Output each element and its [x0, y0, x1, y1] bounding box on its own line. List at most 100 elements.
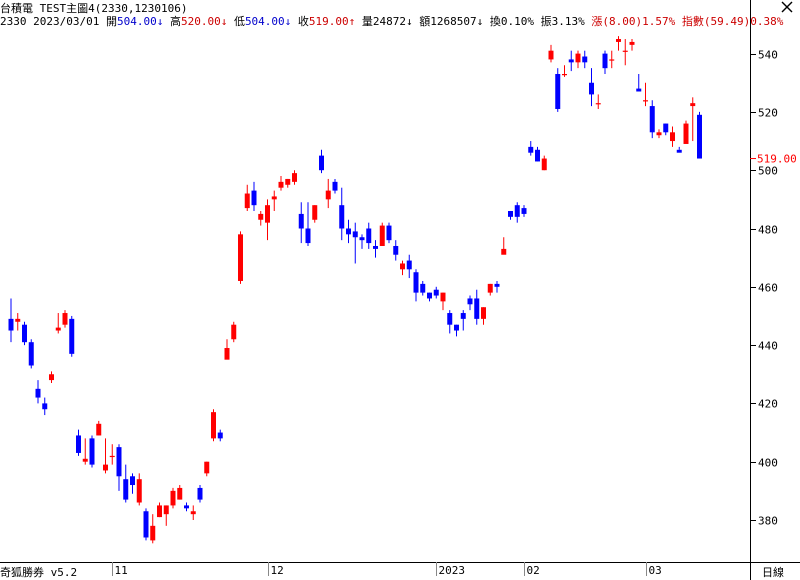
candle-body	[150, 525, 156, 541]
candle-body	[528, 146, 534, 153]
candle-body	[231, 324, 237, 340]
candle-body	[562, 74, 567, 76]
low-value: 504.00↓	[244, 15, 292, 28]
candle	[319, 149, 324, 174]
candle-body	[319, 155, 324, 171]
close-icon[interactable]	[780, 0, 794, 14]
x-tick-label: 02	[527, 564, 540, 577]
candle-body	[690, 103, 696, 107]
candle	[521, 205, 527, 217]
x-tick-label: 2023	[439, 564, 466, 577]
candle	[123, 464, 129, 503]
candle-body	[683, 123, 689, 144]
candle	[278, 176, 284, 191]
candle-body	[170, 490, 176, 506]
candle-body	[143, 511, 149, 538]
candle-body	[440, 292, 446, 302]
candle	[541, 155, 547, 171]
candle	[42, 397, 48, 416]
candle	[285, 178, 291, 188]
candle	[359, 234, 365, 249]
candle	[427, 292, 432, 302]
candle-body	[413, 272, 419, 293]
candle-body	[28, 342, 34, 366]
candle-body	[589, 82, 594, 95]
change-value: 漲(8.00)1.57%	[591, 15, 676, 28]
candle	[643, 82, 648, 107]
candle	[649, 100, 655, 139]
candle	[494, 280, 500, 293]
candle	[55, 313, 61, 334]
candle-body	[204, 461, 210, 474]
candle-body	[89, 438, 95, 465]
candle	[190, 505, 196, 520]
candle	[204, 461, 210, 477]
candle	[217, 429, 223, 442]
candle	[352, 222, 358, 264]
candle-body	[197, 487, 203, 500]
candle-body	[697, 114, 702, 159]
candle-body	[393, 245, 399, 255]
candle-body	[339, 205, 345, 229]
candle	[69, 315, 75, 357]
candle	[481, 307, 486, 325]
candle-body	[305, 228, 311, 244]
candle	[177, 485, 183, 500]
candle	[413, 269, 419, 302]
candle	[562, 65, 567, 77]
candle-body	[130, 476, 135, 486]
candle-body	[406, 260, 412, 270]
candle-body	[636, 88, 642, 92]
candle	[568, 50, 574, 72]
candle-body	[22, 324, 27, 343]
candle	[440, 292, 446, 311]
candle	[467, 295, 473, 311]
candle-body	[427, 292, 432, 299]
candle-body	[49, 374, 54, 381]
candle	[197, 485, 203, 503]
candle-body	[265, 205, 270, 223]
candle	[535, 146, 540, 162]
candle-body	[474, 298, 480, 319]
candle	[339, 187, 345, 241]
candle-body	[494, 283, 500, 287]
y-tick-label: 380	[758, 515, 778, 528]
candle	[22, 321, 27, 346]
candle	[332, 178, 338, 194]
candle-body	[251, 190, 257, 206]
low-label: 低	[233, 15, 245, 28]
candle	[420, 280, 426, 296]
period-label[interactable]: 日線	[762, 566, 784, 579]
candle-body	[190, 511, 196, 515]
candle-body	[575, 53, 581, 63]
candle	[433, 286, 439, 299]
candle-body	[96, 423, 102, 436]
candle-body	[670, 132, 675, 142]
candle	[143, 508, 149, 541]
candle	[244, 184, 250, 212]
candle	[656, 129, 662, 139]
candle	[528, 141, 534, 156]
candle	[406, 254, 412, 279]
candle	[82, 438, 88, 465]
candle	[548, 44, 554, 63]
candle	[595, 94, 601, 109]
last-price-label: 519.00	[757, 153, 797, 166]
candle	[8, 298, 14, 343]
candle	[379, 222, 385, 246]
candle	[76, 429, 81, 456]
candle-body	[359, 237, 365, 241]
candle	[386, 222, 392, 244]
candle-body	[62, 313, 68, 325]
candle	[157, 502, 162, 518]
x-tick-label: 12	[271, 564, 284, 577]
y-tick-label: 420	[758, 398, 778, 411]
candle-body	[582, 56, 588, 63]
candle	[224, 339, 230, 360]
candle-body	[15, 318, 21, 322]
candle-body	[548, 50, 554, 60]
candle-layer	[8, 36, 702, 544]
candle	[109, 444, 115, 465]
candle-body	[346, 228, 351, 235]
